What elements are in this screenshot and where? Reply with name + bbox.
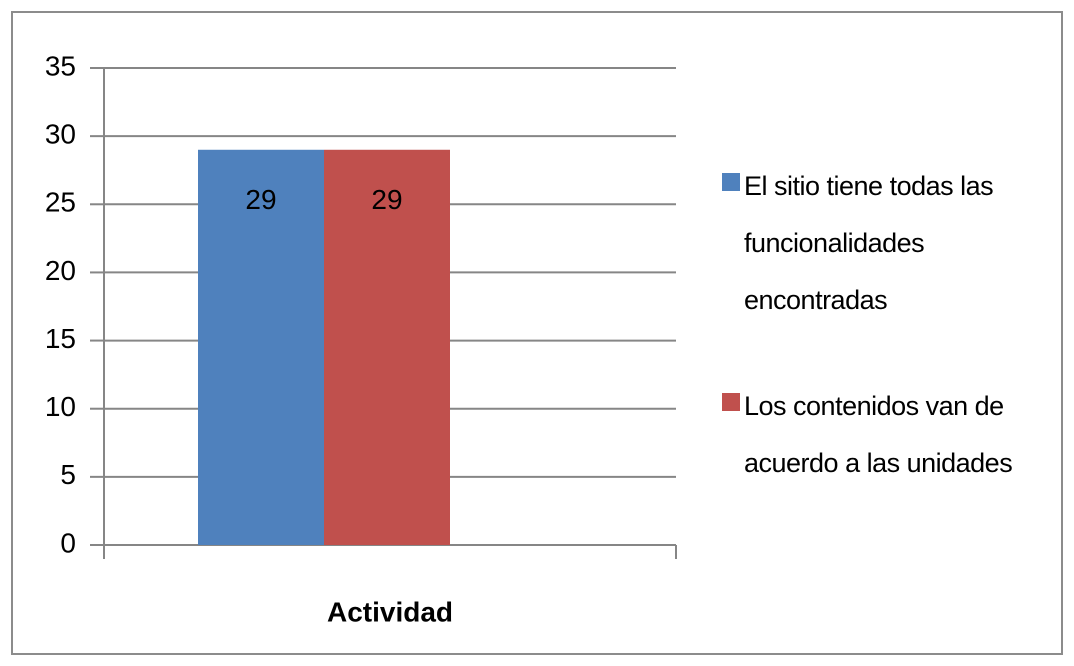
y-tick-label: 35	[45, 50, 76, 81]
legend-swatch	[722, 173, 740, 191]
y-tick-label: 5	[60, 459, 76, 490]
y-tick-label: 25	[45, 187, 76, 218]
data-label: 29	[245, 184, 276, 215]
legend-label: Los contenidos van de acuerdo a las unid…	[744, 391, 1013, 478]
y-tick-label: 20	[45, 255, 76, 286]
y-tick-label: 30	[45, 119, 76, 150]
x-tick-label: Actividad	[327, 596, 453, 627]
legend-label: El sitio tiene todas las funcionalidades…	[744, 171, 994, 315]
y-tick-label: 15	[45, 323, 76, 354]
data-label: 29	[371, 184, 402, 215]
chart-border	[11, 11, 1063, 655]
y-tick-label: 10	[45, 391, 76, 422]
legend-swatch	[722, 393, 740, 411]
bar	[198, 149, 324, 545]
y-tick-label: 0	[60, 527, 76, 558]
bar	[324, 149, 450, 545]
